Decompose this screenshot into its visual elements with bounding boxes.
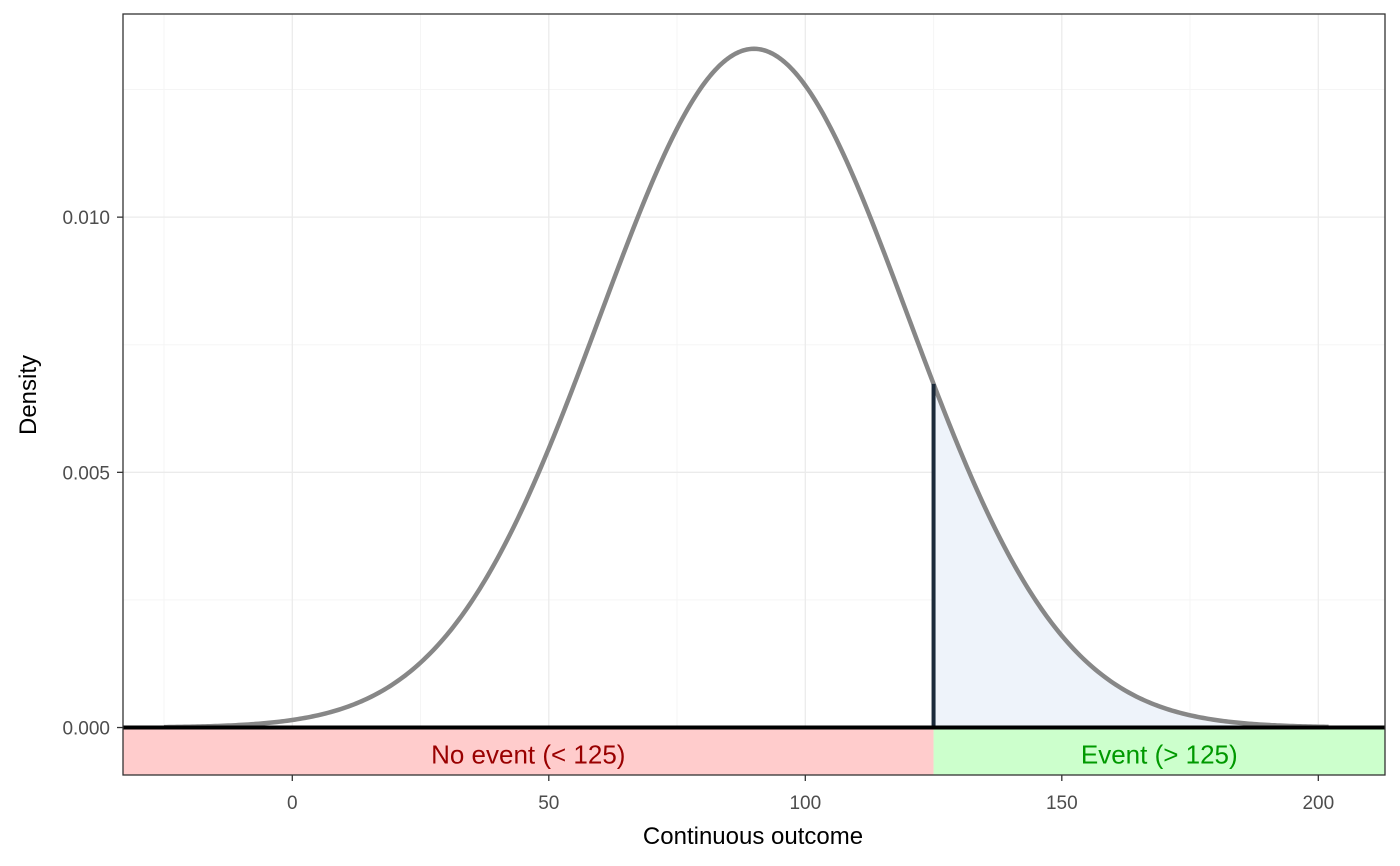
outcome-regions: No event (< 125) Event (> 125) (123, 727, 1385, 775)
density-curve (164, 46, 1329, 730)
density-curve-layer (164, 46, 1329, 730)
grid-lines (123, 14, 1385, 775)
x-tick-label: 0 (287, 793, 298, 814)
y-axis-title: Density (15, 355, 42, 435)
y-tick-label: 0.005 (62, 463, 110, 484)
x-tick-label: 50 (538, 793, 559, 814)
region-label-0: No event (< 125) (431, 740, 625, 770)
region-band-0 (123, 727, 934, 775)
axes: 0 50 100 150 200 0.000 0.005 0.010 (62, 13, 1386, 814)
x-tick-label: 200 (1302, 793, 1334, 814)
panel-border (122, 13, 1386, 776)
tail-area-layer (933, 383, 1329, 728)
y-tick-label: 0.000 (62, 719, 110, 740)
region-band-1 (933, 727, 1385, 775)
x-tick-label: 100 (789, 793, 821, 814)
x-tick-label: 150 (1046, 793, 1078, 814)
x-axis-title: Continuous outcome (643, 823, 863, 850)
y-tick-label: 0.010 (62, 208, 110, 229)
tail-area (933, 383, 1329, 728)
region-label-1: Event (> 125) (1081, 740, 1238, 770)
threshold-layer (123, 383, 1385, 730)
